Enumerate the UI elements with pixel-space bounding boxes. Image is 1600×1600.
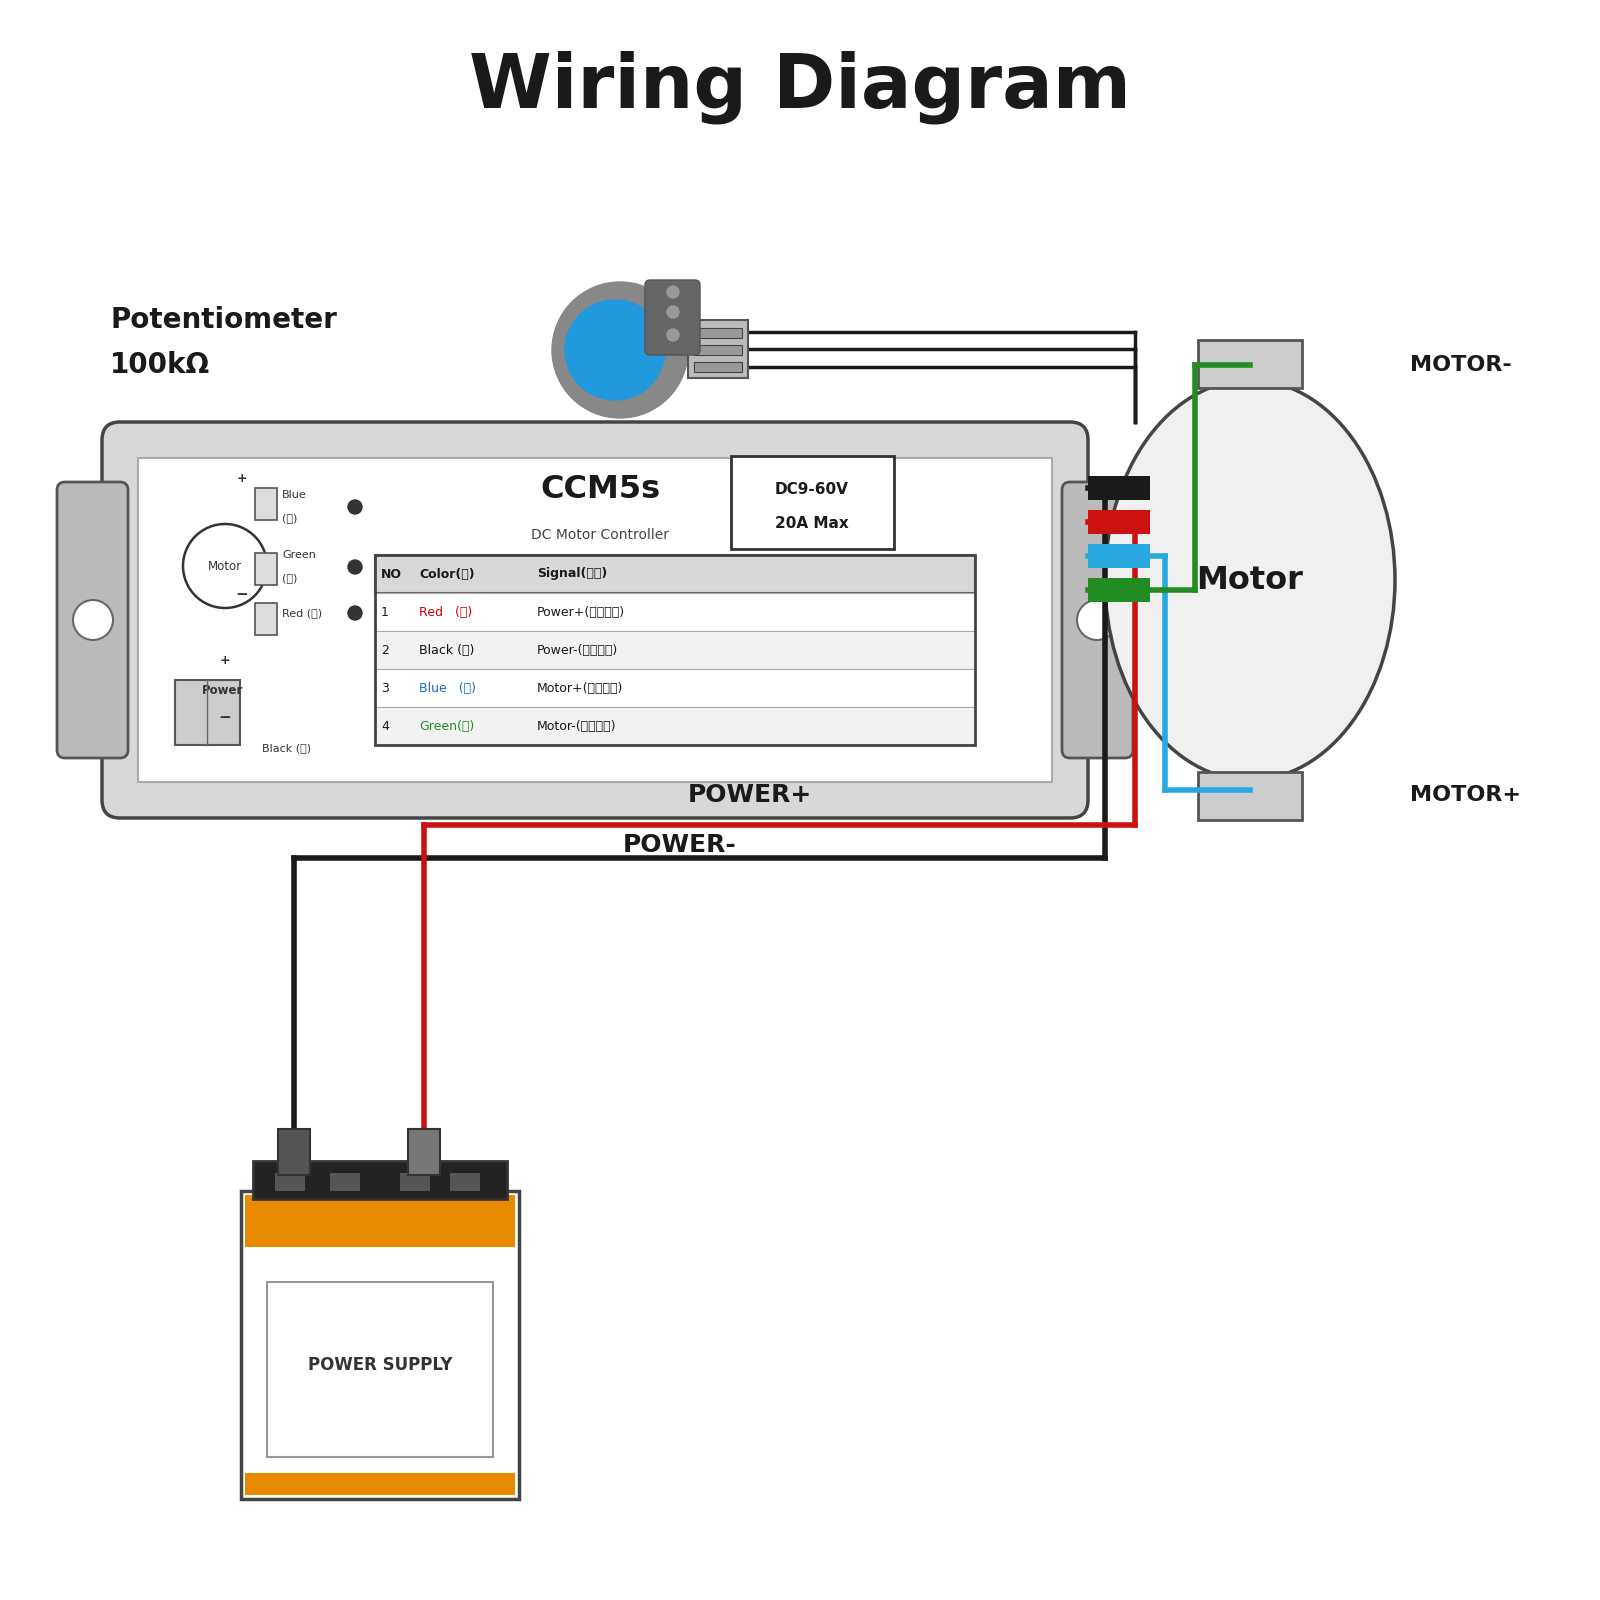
- Text: 2: 2: [381, 643, 389, 656]
- Text: DC Motor Controller: DC Motor Controller: [531, 528, 669, 542]
- FancyBboxPatch shape: [374, 555, 974, 594]
- Text: Black (黑): Black (黑): [419, 643, 474, 656]
- FancyBboxPatch shape: [694, 346, 742, 355]
- Circle shape: [667, 286, 678, 298]
- Text: Color(色): Color(色): [419, 568, 475, 581]
- Circle shape: [565, 301, 666, 400]
- Text: +: +: [237, 472, 248, 485]
- Text: Blue   (蓝): Blue (蓝): [419, 682, 477, 694]
- Text: Power+(电源正极): Power+(电源正极): [538, 605, 626, 619]
- FancyBboxPatch shape: [1088, 578, 1150, 602]
- FancyBboxPatch shape: [374, 630, 974, 669]
- FancyBboxPatch shape: [278, 1130, 310, 1174]
- Text: DC9-60V: DC9-60V: [774, 482, 850, 496]
- FancyBboxPatch shape: [330, 1173, 360, 1190]
- Text: Black (黑): Black (黑): [262, 742, 310, 754]
- Text: MOTOR-: MOTOR-: [1410, 355, 1512, 374]
- Circle shape: [349, 606, 362, 619]
- Text: CCM5s: CCM5s: [539, 475, 661, 506]
- FancyBboxPatch shape: [254, 554, 277, 586]
- FancyBboxPatch shape: [174, 680, 240, 746]
- Circle shape: [552, 282, 688, 418]
- Circle shape: [349, 560, 362, 574]
- FancyBboxPatch shape: [450, 1173, 480, 1190]
- Text: 4: 4: [381, 720, 389, 733]
- FancyBboxPatch shape: [267, 1282, 493, 1458]
- FancyBboxPatch shape: [253, 1162, 507, 1198]
- FancyBboxPatch shape: [1198, 773, 1302, 821]
- FancyBboxPatch shape: [245, 1195, 515, 1246]
- FancyBboxPatch shape: [1062, 482, 1133, 758]
- Text: Blue: Blue: [282, 490, 307, 499]
- Circle shape: [182, 525, 267, 608]
- FancyBboxPatch shape: [254, 488, 277, 520]
- Text: 1: 1: [381, 605, 389, 619]
- FancyBboxPatch shape: [242, 1190, 518, 1499]
- FancyBboxPatch shape: [731, 456, 894, 549]
- Text: MOTOR+: MOTOR+: [1410, 786, 1522, 805]
- Circle shape: [667, 306, 678, 318]
- Text: POWER-: POWER-: [622, 834, 738, 858]
- Circle shape: [667, 330, 678, 341]
- FancyBboxPatch shape: [254, 603, 277, 635]
- FancyBboxPatch shape: [1088, 544, 1150, 568]
- Text: Power: Power: [202, 683, 243, 696]
- Text: (蓝): (蓝): [282, 514, 298, 523]
- Text: POWER SUPPLY: POWER SUPPLY: [307, 1357, 453, 1374]
- FancyBboxPatch shape: [275, 1173, 306, 1190]
- Text: (绿): (绿): [282, 573, 298, 582]
- FancyBboxPatch shape: [374, 594, 974, 630]
- Text: 20A Max: 20A Max: [774, 515, 850, 531]
- Ellipse shape: [1106, 379, 1395, 781]
- Text: POWER+: POWER+: [688, 782, 813, 806]
- FancyBboxPatch shape: [688, 320, 749, 378]
- FancyBboxPatch shape: [374, 707, 974, 746]
- FancyBboxPatch shape: [374, 669, 974, 707]
- Text: −: −: [219, 710, 232, 725]
- Text: Power-(电源负极): Power-(电源负极): [538, 643, 618, 656]
- Circle shape: [1077, 600, 1117, 640]
- Text: Red   (红): Red (红): [419, 605, 472, 619]
- Text: Red (红): Red (红): [282, 608, 322, 618]
- Circle shape: [74, 600, 114, 640]
- Text: Green: Green: [282, 550, 315, 560]
- Text: Green(绿): Green(绿): [419, 720, 474, 733]
- Text: Motor+(电机正极): Motor+(电机正极): [538, 682, 624, 694]
- Text: Signal(信号): Signal(信号): [538, 568, 608, 581]
- FancyBboxPatch shape: [58, 482, 128, 758]
- FancyBboxPatch shape: [400, 1173, 430, 1190]
- Text: Motor: Motor: [1197, 565, 1304, 595]
- Text: 100kΩ: 100kΩ: [110, 350, 210, 379]
- FancyBboxPatch shape: [645, 280, 701, 355]
- Circle shape: [349, 499, 362, 514]
- Text: Motor-(电机负极): Motor-(电机负极): [538, 720, 616, 733]
- Text: Potentiometer: Potentiometer: [110, 306, 338, 334]
- FancyBboxPatch shape: [694, 362, 742, 371]
- Text: NO: NO: [381, 568, 402, 581]
- FancyBboxPatch shape: [1088, 510, 1150, 534]
- FancyBboxPatch shape: [245, 1474, 515, 1494]
- FancyBboxPatch shape: [138, 458, 1053, 782]
- FancyBboxPatch shape: [1088, 477, 1150, 499]
- FancyBboxPatch shape: [408, 1130, 440, 1174]
- FancyBboxPatch shape: [102, 422, 1088, 818]
- Text: +: +: [219, 653, 230, 667]
- Text: Motor: Motor: [208, 560, 242, 573]
- Text: 3: 3: [381, 682, 389, 694]
- FancyBboxPatch shape: [694, 328, 742, 338]
- FancyBboxPatch shape: [1198, 341, 1302, 387]
- Text: Wiring Diagram: Wiring Diagram: [469, 50, 1131, 123]
- Text: −: −: [235, 587, 248, 603]
